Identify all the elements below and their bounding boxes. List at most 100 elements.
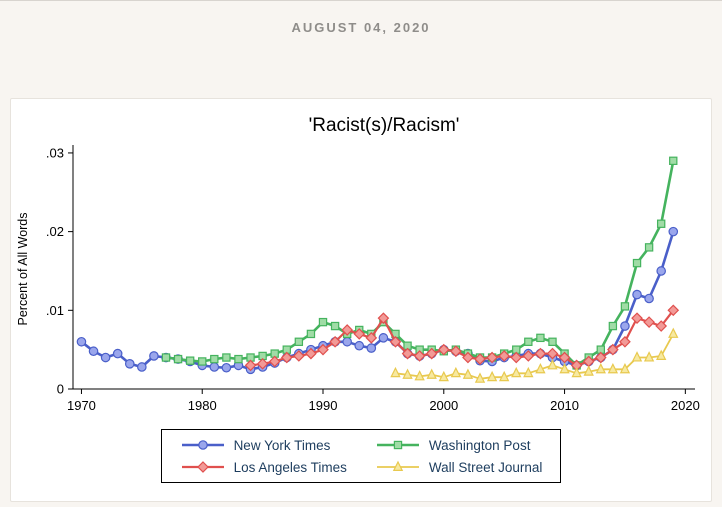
circle-marker-icon [221, 362, 232, 373]
triangle-marker-icon [571, 366, 582, 378]
square-marker-icon [393, 440, 403, 450]
square-marker-icon [185, 356, 195, 365]
square-marker-icon [198, 357, 207, 366]
circle-marker-icon [112, 348, 123, 359]
legend-item-wapo: Washington Post [375, 437, 543, 453]
circle-marker-icon [149, 351, 159, 361]
diamond-marker-icon [498, 350, 511, 362]
diamond-marker-icon [534, 347, 547, 360]
diamond-marker-icon [353, 328, 366, 340]
y-tick-label: .03 [46, 145, 64, 160]
diamond-marker-icon [425, 347, 438, 360]
square-marker-icon [173, 354, 183, 364]
square-marker-icon [161, 353, 171, 362]
triangle-marker-icon [535, 362, 546, 374]
diamond-marker-icon [667, 304, 680, 317]
triangle-marker-icon [402, 368, 413, 379]
triangle-marker-icon [595, 362, 606, 374]
plot-area: 0 .01 .02 .03 1970 1980 1990 2000 2010 2020 [46, 145, 700, 413]
diamond-marker-icon [256, 357, 269, 370]
circle-marker-icon [124, 359, 135, 369]
circle-marker-icon [100, 352, 111, 363]
diamond-marker-icon [377, 312, 390, 325]
triangle-marker-icon [631, 351, 643, 362]
y-tick-label: 0 [57, 382, 64, 397]
square-marker-icon [608, 321, 618, 331]
triangle-marker-icon [607, 362, 619, 374]
triangle-marker-icon [559, 362, 570, 374]
diamond-marker-icon [450, 345, 462, 358]
circle-marker-icon [644, 293, 654, 304]
square-marker-icon [306, 329, 316, 339]
circle-marker-icon [137, 362, 147, 372]
triangle-marker-icon [547, 359, 558, 370]
square-marker-icon [620, 302, 630, 311]
triangle-marker-icon [643, 351, 655, 362]
circle-marker-icon [620, 321, 630, 331]
x-tick-label: 2010 [550, 398, 579, 413]
diamond-marker-icon [643, 316, 655, 328]
legend-item-wsj: Wall Street Journal [375, 459, 542, 475]
square-marker-icon [234, 354, 243, 364]
square-marker-icon [330, 321, 340, 331]
series-line-wapo [164, 159, 675, 367]
triangle-marker-icon [474, 372, 486, 383]
square-marker-icon [524, 337, 533, 346]
circle-marker-icon [354, 340, 365, 351]
square-marker-icon [318, 317, 328, 327]
diamond-marker-icon [631, 312, 643, 325]
square-marker-icon [669, 156, 678, 166]
diamond-marker-icon [196, 461, 209, 473]
y-axis-label: Percent of All Words [16, 212, 30, 325]
diamond-marker-icon [474, 353, 486, 365]
triangle-marker-icon [511, 366, 522, 378]
diamond-marker-icon [329, 335, 341, 348]
square-marker-icon [210, 354, 219, 364]
triangle-marker-icon [438, 370, 449, 382]
circle-marker-icon [668, 226, 679, 237]
diamond-marker-icon [268, 355, 281, 368]
triangle-marker-icon [583, 365, 594, 376]
x-tick-label: 2020 [671, 398, 700, 413]
circle-marker-icon [366, 343, 377, 353]
diamond-marker-icon [462, 351, 474, 364]
diamond-marker-icon [244, 359, 257, 372]
legend-label-lat: Los Angeles Times [233, 459, 347, 475]
triangle-marker-icon [656, 349, 667, 360]
legend: New York Times Washington Post Los Angeles… [160, 429, 562, 483]
x-tick-label: 1970 [67, 398, 96, 413]
circle-marker-icon [209, 362, 220, 372]
diamond-marker-icon [389, 335, 402, 348]
square-marker-icon [222, 353, 231, 362]
triangle-marker-icon [668, 327, 679, 338]
circle-marker-icon [656, 266, 666, 276]
triangle-marker-icon [619, 362, 631, 374]
triangle-marker-icon [450, 366, 462, 378]
diamond-marker-icon [413, 350, 426, 362]
legend-circle-icon [181, 440, 224, 450]
diamond-marker-icon [437, 343, 450, 356]
triangle-marker-icon [486, 370, 498, 382]
square-marker-icon [632, 258, 642, 268]
legend-item-lat: Los Angeles Times [180, 459, 347, 475]
diamond-marker-icon [558, 351, 571, 364]
circle-marker-icon [197, 440, 208, 450]
circle-marker-icon [88, 346, 99, 357]
triangle-marker-icon [499, 370, 510, 382]
chart-card: 'Racist(s)/Racism' Percent of All Words … [10, 98, 712, 502]
legend-triangle-icon [376, 460, 419, 471]
plot-svg: 'Racist(s)/Racism' Percent of All Words … [16, 115, 700, 413]
y-tick-label: .02 [46, 224, 64, 239]
triangle-marker-icon [523, 366, 534, 378]
diamond-marker-icon [280, 351, 293, 364]
triangle-marker-icon [392, 460, 404, 471]
circle-marker-icon [632, 289, 642, 300]
diamond-marker-icon [594, 351, 607, 364]
diamond-marker-icon [607, 343, 619, 356]
diamond-marker-icon [522, 350, 535, 362]
diamond-marker-icon [401, 347, 414, 360]
date-heading: AUGUST 04, 2020 [291, 20, 431, 35]
diamond-marker-icon [486, 351, 498, 364]
x-tick-label: 1980 [188, 398, 217, 413]
circle-marker-icon [76, 336, 87, 347]
